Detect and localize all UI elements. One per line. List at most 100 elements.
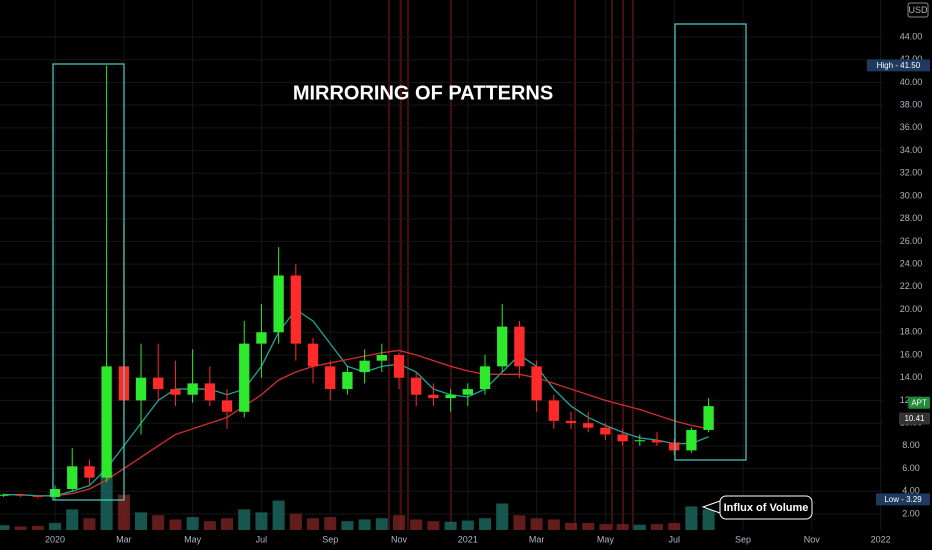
x-tick-label: 2021 [458,534,478,544]
y-tick-label: 34.00 [900,145,923,155]
currency-box [907,2,929,18]
candle-body [428,394,439,399]
x-tick-label: Sep [735,534,751,544]
candle-body [342,372,353,390]
volume-bar [564,522,578,530]
candle-body [135,377,147,401]
volume-bar [513,515,526,530]
y-tick-label: 8.00 [902,440,920,450]
candle-body [445,394,456,399]
x-tick-label: Nov [804,534,821,544]
candle-body [290,275,301,344]
y-tick-label: 42.00 [900,54,923,64]
candle-body [411,377,422,395]
price-label-box [899,412,930,425]
candle-body [565,420,577,424]
candle-body [67,466,78,490]
highlight-box [674,23,747,461]
y-tick-label: 36.00 [900,122,923,132]
volume-bar [49,522,62,530]
plot [0,0,883,530]
volume-bar [616,524,629,530]
candle-body [497,326,508,367]
y-tick-label: 6.00 [902,463,920,473]
volume-bar [169,519,182,530]
y-tick-label: 22.00 [900,281,923,291]
volume-bar [410,519,423,530]
volume-bar [289,513,302,530]
volume-bar [530,518,543,530]
y-tick-label: 30.00 [900,190,923,200]
candle-body [600,427,611,435]
candle-body [15,494,26,496]
moving-average [3,308,709,497]
chart-title: MIRRORING OF PATTERNS [293,82,553,104]
volume-bar [0,525,10,530]
x-tick-label: Sep [322,534,338,544]
candle-body [669,442,680,451]
volume-bar [221,518,234,530]
candle-body [531,366,542,401]
y-tick-label: 24.00 [900,259,923,269]
volume-bar [650,524,664,530]
candle-body [548,400,559,421]
volume-bar [272,500,285,530]
volume-bar [668,522,681,530]
callout: Influx of Volume [701,495,813,520]
callout-box [719,495,813,520]
candle-body [634,440,645,442]
volume-bar [66,509,79,530]
volume-bar [238,509,251,530]
volume-bar [307,518,320,530]
candle-body [221,400,233,412]
x-tick-label: May [597,534,615,544]
x-tick-label: Jul [668,534,680,544]
volume-bar [478,518,492,530]
volume-bar [324,517,337,530]
volume-bar [341,521,354,530]
volume-bar [31,525,44,530]
candle-body [462,389,473,395]
price-label: High - 41.50 [877,61,921,70]
candle-body [514,326,525,367]
candle-body [583,423,594,428]
volume-bar [135,512,148,530]
x-tick-label: 2022 [871,534,891,544]
volume-bar [117,494,130,530]
price-label: APT [911,398,927,407]
x-tick-label: 2020 [45,534,65,544]
price-label-box [866,59,930,72]
price-label: Low - 3.29 [884,495,922,504]
volume-bar [83,518,96,530]
volume-bar [547,519,560,530]
candle-body [101,366,112,478]
volume-bar [14,526,27,530]
highlight-box [52,63,125,501]
candle-body [479,366,491,390]
y-tick-label: 26.00 [900,236,923,246]
y-tick-label: 16.00 [900,349,923,359]
y-tick-label: 28.00 [900,213,923,223]
candle-body [359,360,370,373]
candle-body [239,343,250,412]
y-tick-label: 18.00 [900,327,923,337]
x-tick-label: Nov [391,534,408,544]
candle-body [170,389,181,395]
candle-body [204,383,215,401]
volume-bar [444,521,457,530]
y-tick-label: 14.00 [900,372,923,382]
volume-bar [392,515,406,530]
candle-body [617,434,628,442]
price-label: 10.41 [904,414,925,423]
x-tick-label: May [184,534,202,544]
price-label-box [908,396,930,409]
candle-body [393,354,405,378]
volume-bar [375,518,388,530]
event-lines [388,0,634,530]
candle-body [0,494,9,496]
candle-body [307,343,319,367]
volume-bar [685,506,698,530]
candle-body [686,429,697,451]
y-tick-label: 32.00 [900,168,923,178]
